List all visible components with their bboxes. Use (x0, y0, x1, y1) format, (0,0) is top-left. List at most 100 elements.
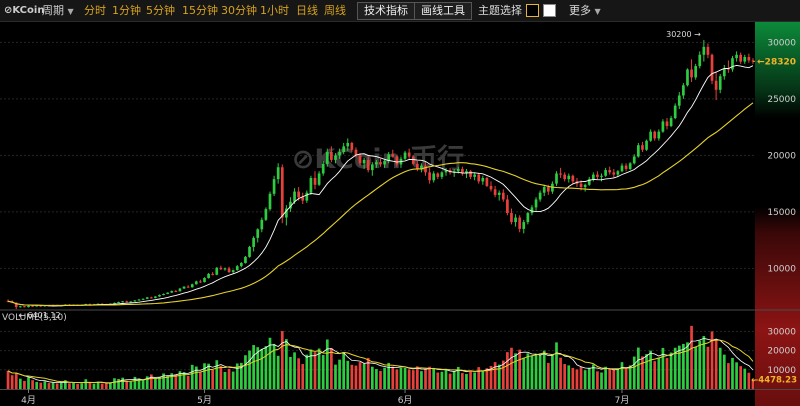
theme-light-swatch[interactable] (543, 4, 556, 17)
candle-body (387, 154, 391, 162)
volume-bar (461, 373, 464, 389)
volume-bar (673, 347, 677, 389)
chevron-down-icon: ▼ (594, 7, 601, 16)
period-option-1hour[interactable]: 1小时 (260, 4, 289, 17)
indicator-button[interactable]: 技术指标 (357, 2, 415, 20)
volume-bar (489, 365, 493, 389)
volume-bar (313, 352, 317, 389)
kline-chart[interactable]: ⊘KCoin 币行 VOLUME(5,10) 10000 15000 20000 25… (0, 22, 800, 406)
volume-bar (694, 346, 698, 389)
candle-body (506, 199, 509, 214)
volume-bar (354, 365, 358, 389)
volume-bar (559, 357, 562, 389)
volume-bar (534, 353, 538, 389)
volume-bar (252, 345, 255, 389)
candle-body (256, 229, 260, 238)
volume-bar (575, 369, 579, 389)
candle-body (698, 54, 702, 67)
volume-bar (80, 383, 84, 389)
volume-bar (727, 363, 730, 389)
candle-body (673, 105, 677, 119)
volume-bar (84, 379, 88, 389)
candle-body (420, 165, 423, 169)
volume-bar (186, 375, 190, 389)
volume-bar (665, 358, 669, 389)
time-axis-label: 6月 (398, 395, 413, 406)
volume-bar (92, 383, 96, 389)
volume-bar (657, 357, 661, 389)
volume-tick-label: 20000 (767, 347, 796, 357)
candle-body (452, 171, 456, 173)
period-option-weekly[interactable]: 周线 (324, 4, 346, 17)
volume-bar (248, 350, 251, 389)
volume-bar (669, 352, 673, 389)
volume-bar (141, 379, 145, 389)
candle-body (526, 213, 530, 223)
volume-bar (231, 371, 235, 389)
period-option-daily[interactable]: 日线 (296, 4, 318, 17)
candle-body (125, 301, 129, 303)
volume-bar (538, 354, 542, 389)
candle-body (350, 142, 354, 150)
candle-body (301, 197, 305, 201)
candle-body (190, 284, 194, 288)
period-option-1min[interactable]: 1分钟 (112, 4, 141, 17)
volume-bar (280, 331, 284, 389)
candle-body (657, 131, 661, 139)
candle-body (162, 293, 165, 295)
volume-bar (268, 337, 272, 389)
volume-bar (256, 347, 260, 389)
candle-body (354, 149, 358, 156)
candle-body (694, 66, 698, 78)
candle-body (141, 298, 145, 300)
candle-body (223, 268, 227, 270)
volume-bar (182, 372, 186, 389)
volume-bar (317, 348, 321, 389)
volume-bar (358, 362, 362, 389)
volume-bar (591, 364, 595, 389)
volume-bar (653, 361, 657, 389)
candle-body (567, 175, 571, 180)
candle-body (722, 68, 726, 77)
candle-body (137, 299, 141, 301)
overlay-layer (7, 64, 754, 384)
candle-body (514, 217, 517, 223)
volume-bar (469, 370, 472, 389)
volume-bar (587, 367, 591, 389)
volume-bar (244, 355, 247, 389)
candle-body (522, 222, 526, 229)
volume-bar (739, 366, 743, 389)
candle-body (735, 54, 738, 59)
candle-body (366, 159, 370, 171)
candle-body (436, 173, 440, 177)
candle-body (321, 163, 325, 174)
theme-label: 主题选择 (478, 4, 522, 17)
volume-bar (403, 367, 407, 389)
volume-bar (14, 373, 18, 389)
volume-bar (415, 366, 419, 389)
candle-body (456, 168, 460, 172)
candle-body (493, 189, 497, 195)
period-option-15min[interactable]: 15分钟 (182, 4, 218, 17)
volume-bar (497, 364, 501, 389)
period-option-5min[interactable]: 5分钟 (146, 4, 175, 17)
volume-bar (166, 375, 170, 389)
volume-bar (546, 362, 550, 389)
volume-bar (428, 366, 431, 389)
period-option-timeshare[interactable]: 分时 (84, 4, 106, 17)
candle-body (219, 267, 223, 270)
candle-body (731, 58, 734, 70)
candle-body (415, 163, 419, 169)
toolbar: ⊘KCoin 周期 ▼ 分时 1分钟 5分钟 15分钟 30分钟 1小时 日线 … (0, 0, 800, 22)
price-tick-label: 10000 (767, 264, 796, 274)
volume-bar (645, 354, 648, 389)
volume-bar (199, 372, 202, 389)
draw-tool-button[interactable]: 画线工具 (414, 2, 472, 20)
candle-body (334, 155, 337, 160)
volume-bar (109, 383, 112, 389)
theme-dark-swatch[interactable] (526, 4, 539, 17)
more-dropdown[interactable]: 更多 ▼ (569, 0, 601, 22)
volume-bar (731, 357, 734, 389)
period-dropdown[interactable]: 周期 ▼ (42, 0, 74, 22)
period-option-30min[interactable]: 30分钟 (221, 4, 257, 17)
